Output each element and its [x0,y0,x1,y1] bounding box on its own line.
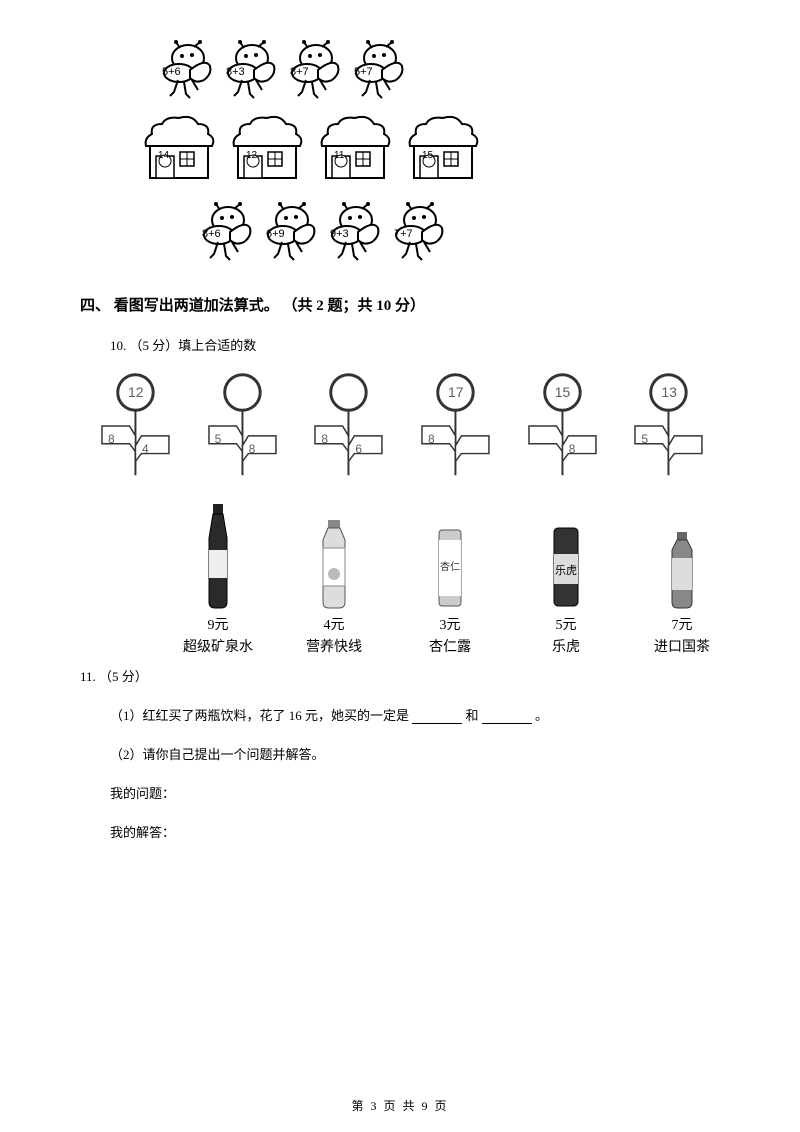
ant-figure: 8+7 [288,40,344,102]
bottle-name: 杏仁露 [429,636,471,656]
lollipop-figure: 8 6 [313,370,400,480]
bottle-icon [666,500,698,610]
lollipop-top: 17 [448,384,464,400]
ant-figure: 9+3 [328,202,384,264]
lollipop-right: 8 [569,442,576,456]
house-row: 14 12 11 15 [140,112,720,182]
house-number: 15 [422,150,433,161]
svg-text:杏仁: 杏仁 [440,560,460,573]
house-figure: 14 [140,112,218,182]
bottle-icon [203,500,233,610]
lollipop-top: 13 [661,384,677,400]
bottle-item: 4元 营养快线 [296,500,372,656]
bottle-icon: 杏仁 [435,500,465,610]
q11-sub2: （2）请你自己提出一个问题并解答。 [110,744,720,763]
section-4-title: 四、 看图写出两道加法算式。 （共 2 题；共 10 分） [80,294,720,315]
bottle-icon: 乐虎 [550,500,582,610]
blank-field[interactable] [412,710,462,724]
q11-myq: 我的问题： [110,783,720,802]
house-number: 12 [246,150,257,161]
ant-figure: 5+6 [160,40,216,102]
ant-expr: 8+3 [226,66,245,78]
ant-figure: 8+3 [224,40,280,102]
house-number: 14 [158,150,169,161]
q11-sub1-b: 和 [466,708,479,723]
lollipop-right: 6 [355,442,362,456]
bottle-item: 7元 进口国茶 [644,500,720,656]
q11-sub1-a: （1）红红买了两瓶饮料，花了 16 元，她买的一定是 [110,708,409,723]
lollipop-left: 5 [641,432,648,446]
bottle-name: 营养快线 [306,636,362,656]
q11-sub1-c: 。 [535,708,548,723]
lollipop-figure: 15 8 [527,370,614,480]
lollipop-left: 8 [321,432,328,446]
ant-expr: 9+3 [330,228,349,240]
svg-text:乐虎: 乐虎 [555,564,577,577]
bottle-price: 9元 [208,614,229,634]
q11-prefix: 11. （5 分） [80,666,720,685]
ant-figure: 6+9 [264,202,320,264]
lollipop-top: 15 [555,384,571,400]
page-footer: 第 3 页 共 9 页 [0,1097,800,1114]
house-figure: 11 [316,112,394,182]
lollipop-left: 8 [108,432,115,446]
house-figure: 15 [404,112,482,182]
bottle-name: 超级矿泉水 [183,636,253,656]
q10-line: 10. （5 分）填上合适的数 [110,335,720,354]
ant-expr: 7+7 [394,228,413,240]
bottle-name: 乐虎 [552,636,580,656]
lollipop-right: 4 [142,442,149,456]
q11-sub1: （1）红红买了两瓶饮料，花了 16 元，她买的一定是 和 。 [110,705,720,724]
bottle-price: 3元 [440,614,461,634]
ant-figure: 7+7 [392,202,448,264]
bottle-item: 9元 超级矿泉水 [180,500,256,656]
bottle-price: 5元 [556,614,577,634]
ant-expr: 8+7 [290,66,309,78]
bottle-price: 4元 [324,614,345,634]
lollipop-left: 5 [215,432,222,446]
lollipop-top: 12 [128,384,144,400]
lollipop-left: 8 [428,432,435,446]
house-figure: 12 [228,112,306,182]
ant-expr: 8+6 [202,228,221,240]
lollipop-figure: 12 8 4 [100,370,187,480]
bottle-icon [317,500,351,610]
bottle-row: 9元 超级矿泉水 4元 营养快线 杏仁 3元 杏仁露 乐虎 5元 乐虎 [180,500,720,656]
ant-row-bottom: 8+6 6+9 9+3 7+7 [200,202,720,264]
ant-figure: 5+7 [352,40,408,102]
ant-expr: 6+9 [266,228,285,240]
blank-field[interactable] [482,710,532,724]
lollipop-right: 8 [249,442,256,456]
ant-expr: 5+6 [162,66,181,78]
page: 5+6 8+3 8+7 5+7 14 12 11 15 [0,0,800,1132]
ant-figure: 8+6 [200,202,256,264]
bottle-item: 杏仁 3元 杏仁露 [412,500,488,656]
house-number: 11 [334,150,344,161]
bottle-item: 乐虎 5元 乐虎 [528,500,604,656]
ant-expr: 5+7 [354,66,373,78]
lollipop-figure: 13 5 [633,370,720,480]
lollipop-figure: 17 8 [420,370,507,480]
lollipop-row: 12 8 4 5 8 8 6 17 8 15 8 [100,370,720,480]
bottle-price: 7元 [672,614,693,634]
lollipop-figure: 5 8 [207,370,294,480]
q11-mya: 我的解答： [110,822,720,841]
bottle-name: 进口国茶 [654,636,710,656]
ant-row-top: 5+6 8+3 8+7 5+7 [160,40,720,102]
